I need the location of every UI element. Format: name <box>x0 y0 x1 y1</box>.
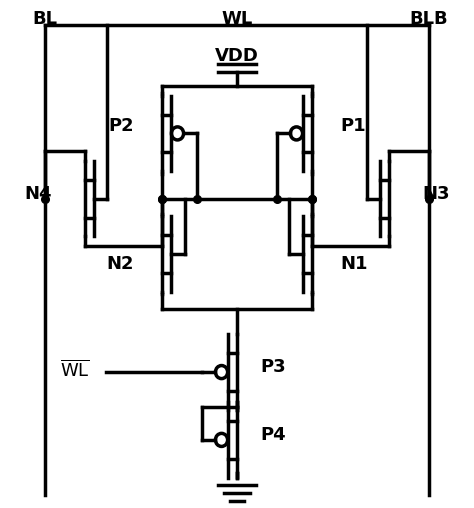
Text: N1: N1 <box>340 255 367 273</box>
Text: P2: P2 <box>109 117 134 135</box>
Text: WL: WL <box>221 10 253 28</box>
Text: N2: N2 <box>107 255 134 273</box>
Text: N4: N4 <box>25 185 52 203</box>
Text: N3: N3 <box>422 185 449 203</box>
Text: P3: P3 <box>260 358 286 376</box>
Text: P4: P4 <box>260 426 286 444</box>
Text: $\overline{\mathrm{WL}}$: $\overline{\mathrm{WL}}$ <box>60 359 90 380</box>
Text: P1: P1 <box>340 117 365 135</box>
Text: BLB: BLB <box>410 10 448 28</box>
Text: BL: BL <box>32 10 57 28</box>
Text: VDD: VDD <box>215 47 259 65</box>
